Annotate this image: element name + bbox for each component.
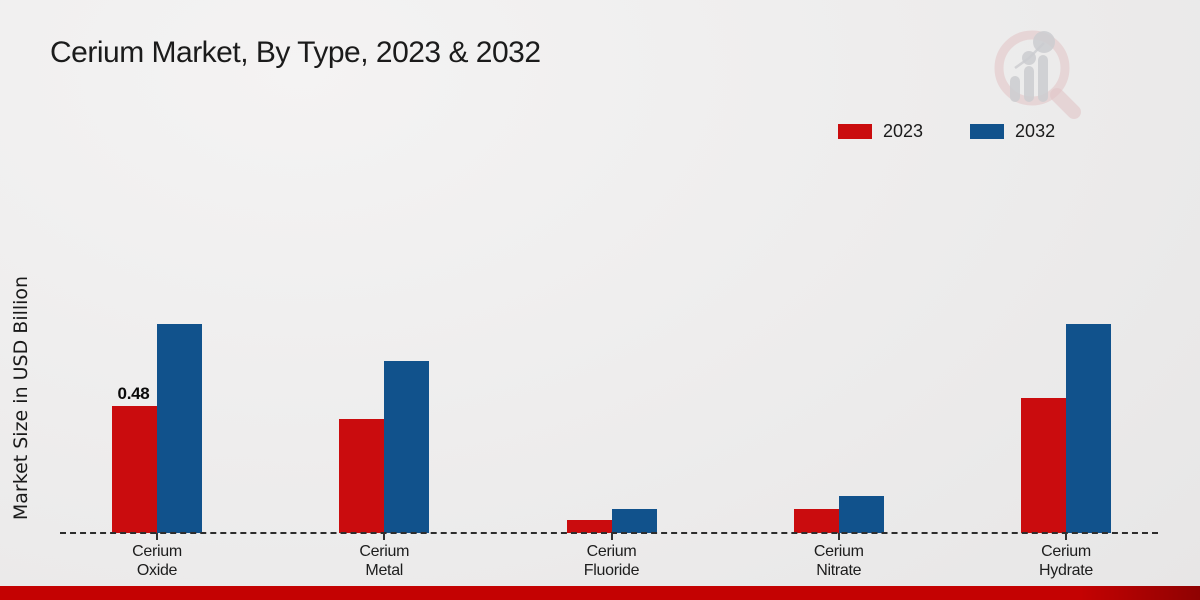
- bar-2023-cerium-hydrate: [1021, 398, 1066, 533]
- x-axis-tick-cerium-metal: [383, 533, 386, 540]
- bar-2023-cerium-nitrate: [793, 509, 839, 533]
- x-axis-label-cerium-fluoride: Cerium Fluoride: [583, 543, 640, 579]
- x-axis-baseline: [60, 532, 1158, 534]
- legend-label-2023: 2023: [883, 121, 924, 141]
- bar-2032-cerium-hydrate: [1066, 324, 1111, 533]
- bar-2023-cerium-oxide: [112, 406, 157, 533]
- bar-2032-cerium-metal: [384, 361, 430, 533]
- bar-2023-cerium-fluoride: [566, 520, 612, 533]
- data-label-2023-cerium-oxide: 0.48: [117, 384, 150, 403]
- legend-label-2032: 2032: [1015, 121, 1056, 141]
- x-axis-tick-cerium-hydrate: [1065, 533, 1067, 540]
- bar-2032-cerium-nitrate: [838, 496, 884, 533]
- legend: 2023 2032: [838, 121, 1055, 142]
- x-axis-tick-cerium-fluoride: [610, 533, 613, 540]
- x-axis-label-cerium-oxide: Cerium Oxide: [132, 543, 182, 579]
- chart-title: Cerium Market, By Type, 2023 & 2032: [50, 36, 541, 69]
- bar-2032-cerium-fluoride: [611, 509, 657, 533]
- x-axis-label-cerium-nitrate: Cerium Nitrate: [813, 543, 864, 579]
- bottom-red-strip: [0, 586, 1200, 600]
- x-axis-label-cerium-metal: Cerium Metal: [359, 543, 410, 579]
- bar-2023-cerium-metal: [339, 419, 385, 533]
- legend-swatch-2032: [970, 124, 1005, 139]
- x-axis-tick-cerium-nitrate: [837, 533, 840, 540]
- x-axis-label-cerium-hydrate: Cerium Hydrate: [1039, 543, 1093, 579]
- magnifier-bar-chart-watermark-icon: [994, 30, 1081, 119]
- bar-2032-cerium-oxide: [157, 324, 202, 533]
- x-axis-tick-cerium-oxide: [156, 533, 158, 540]
- legend-swatch-2023: [838, 124, 872, 139]
